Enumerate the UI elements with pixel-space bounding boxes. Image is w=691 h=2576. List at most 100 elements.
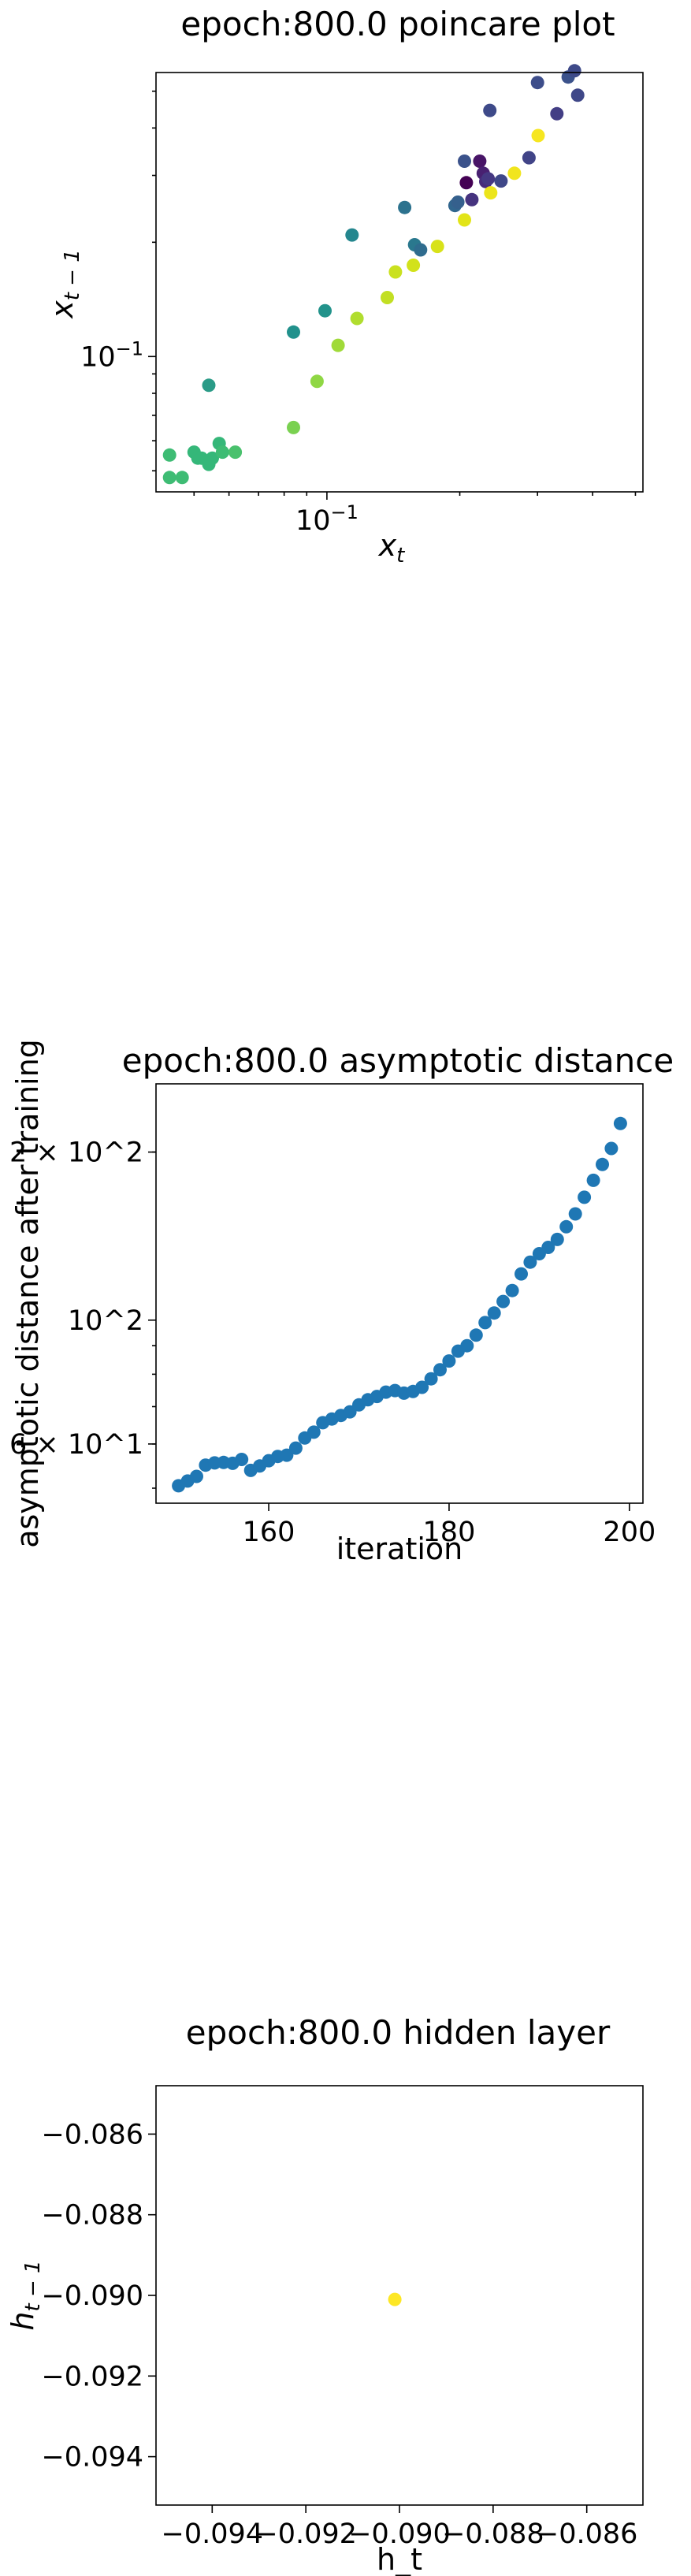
data-point [460,1338,474,1353]
data-point [388,2292,402,2306]
data-point [190,1469,203,1483]
data-point [507,166,522,181]
hidden-layer-chart: epoch:800.0 hidden layer −0.094−0.092−0.… [6,2013,644,2576]
asymptotic-title: epoch:800.0 asymptotic distance [122,1041,674,1080]
data-point [202,378,216,393]
poincare-plot-frame [155,72,644,493]
data-point [235,1453,249,1466]
data-point [430,240,444,254]
y-tick-label: 10^2 [68,1305,143,1337]
data-point [465,192,479,207]
data-point [459,176,474,190]
y-tick-label: 6 × 10^1 [9,1429,143,1461]
x-tick-label: −0.086 [536,2518,638,2550]
data-point [541,1241,555,1254]
data-point [306,1425,321,1439]
data-point [287,325,300,339]
data-point [162,471,176,485]
data-point [522,151,536,165]
asymptotic-plot-frame [155,1083,644,1504]
data-point [550,106,564,121]
data-point [515,1267,528,1281]
x-tick-label: 160 [243,1517,295,1548]
data-point [162,448,176,462]
data-point [478,1316,492,1330]
data-point [388,265,403,279]
poincare-x-label: xt [378,528,406,568]
hidden-layer-x-label: h_t [377,2542,422,2576]
hidden-layer-y-label: ht − 1 [6,2260,45,2330]
data-point [280,1448,294,1462]
data-point [496,1294,511,1308]
data-point [604,1141,619,1156]
y-tick-label: −0.090 [41,2280,143,2312]
data-point [613,1116,627,1130]
poincare-points [162,64,585,485]
data-point [596,1157,609,1171]
asymptotic-ticks: 160 180 200 6 × 10^1 10^2 2 × 10^2 [9,1137,656,1548]
data-point [458,213,471,227]
data-point [175,471,189,485]
data-point [433,1363,447,1377]
y-tick-label: −0.088 [41,2200,143,2232]
data-point [424,1372,438,1386]
x-tick-label: 200 [603,1517,656,1548]
data-point [494,174,508,188]
y-tick-label: 2 × 10^2 [9,1137,143,1169]
data-point [481,172,496,186]
data-point [578,1190,592,1204]
data-point [398,200,412,214]
data-point [531,128,545,143]
data-point [451,195,465,209]
x-tick-label: 180 [423,1517,476,1548]
data-point [523,1255,537,1269]
hidden-layer-title: epoch:800.0 hidden layer [186,2013,611,2052]
data-point [458,154,471,168]
asymptotic-x-label: iteration [336,1532,463,1566]
data-point [288,1441,303,1455]
data-point [287,420,300,434]
poincare-chart: epoch:800.0 poincare plot 10−1 10−1 xt xt… [45,5,644,568]
data-point [570,88,585,102]
data-point [331,338,345,352]
poincare-title: epoch:800.0 poincare plot [180,5,615,43]
data-point [469,1328,483,1342]
data-point [473,154,487,168]
data-point [442,1354,456,1368]
poincare-ticks: 10−1 10−1 [80,90,637,537]
data-point [206,451,219,465]
data-point [505,1283,519,1297]
data-point [215,445,229,460]
data-point [550,1232,564,1246]
data-point [345,228,359,242]
data-point [414,243,428,257]
data-point [567,64,581,78]
data-point [483,103,497,117]
x-tick-label: −0.090 [348,2518,451,2550]
data-point [586,1173,600,1187]
x-tick-label: −0.092 [254,2518,357,2550]
data-point [530,76,544,90]
y-tick-label: −0.092 [41,2361,143,2392]
data-point [407,259,421,272]
x-tick-label: −0.088 [442,2518,544,2550]
data-point [381,291,394,304]
x-tick-label: −0.094 [162,2518,264,2550]
data-point [350,311,364,326]
asymptotic-points [172,1116,627,1493]
data-point [415,1380,429,1394]
data-point [487,1306,501,1320]
data-point [484,186,498,200]
hidden-layer-points [388,2292,402,2306]
y-tick-label: 10−1 [80,337,143,373]
data-point [568,1207,582,1221]
asymptotic-chart: epoch:800.0 asymptotic distance 160 180 20… [9,1039,674,1566]
data-point [559,1219,574,1234]
data-point [310,374,324,389]
asymptotic-y-label: asymptotic distance after training [10,1039,45,1548]
data-point [318,303,332,318]
y-tick-label: −0.094 [41,2442,143,2474]
x-tick-label: 10−1 [295,501,359,537]
hidden-layer-ticks: −0.094−0.092−0.090−0.088−0.086−0.086−0.0… [41,2119,637,2550]
